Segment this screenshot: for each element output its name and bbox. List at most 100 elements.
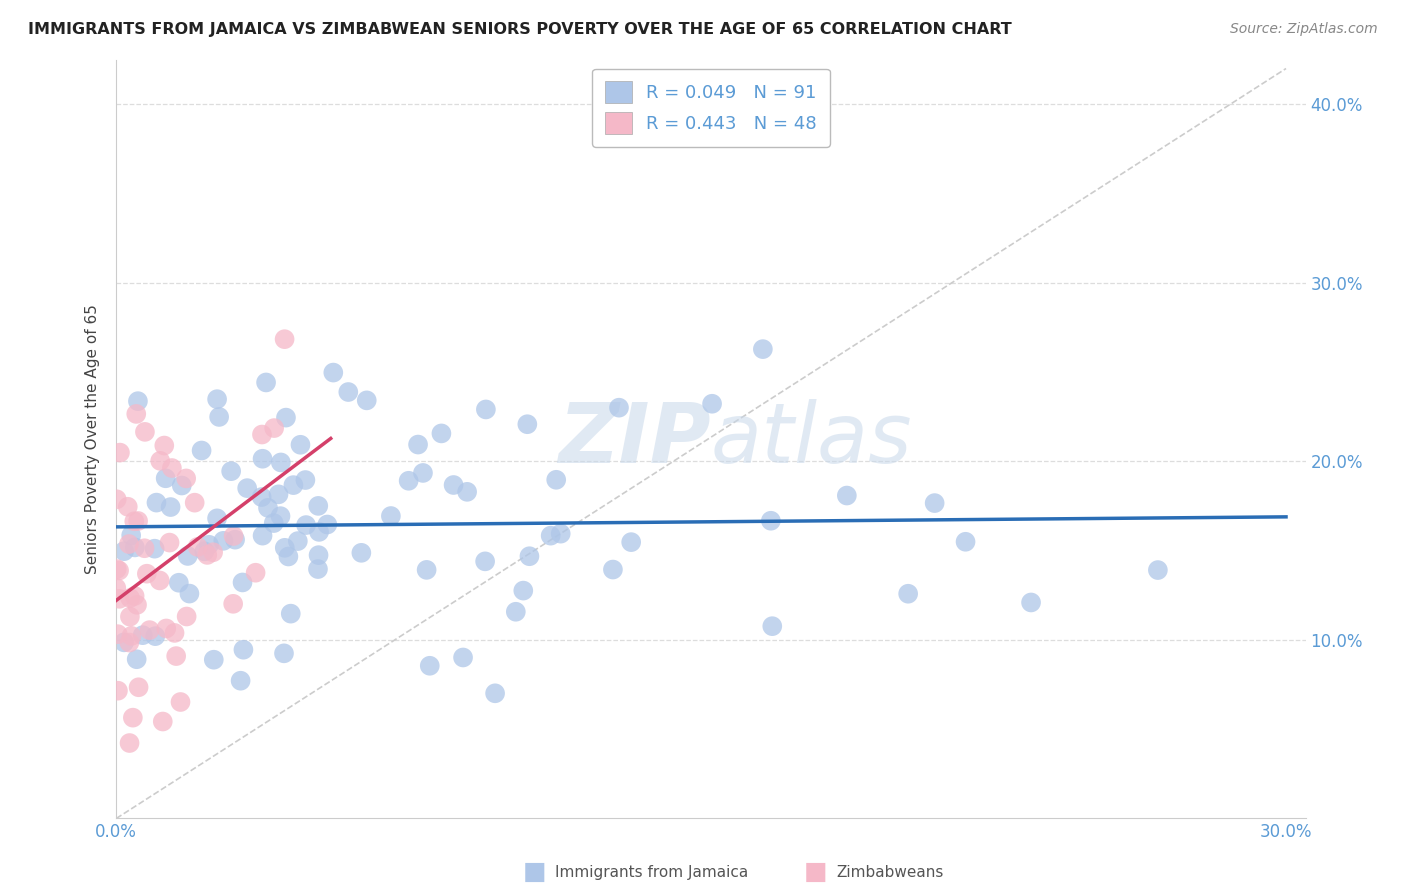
Point	[118, 736, 141, 750]
Point	[160, 461, 183, 475]
Point	[174, 471, 197, 485]
Point	[897, 587, 920, 601]
Point	[125, 598, 148, 612]
Point	[124, 541, 146, 555]
Point	[138, 623, 160, 637]
Point	[270, 455, 292, 469]
Text: Zimbabweans: Zimbabweans	[837, 865, 943, 880]
Point	[149, 454, 172, 468]
Point	[128, 680, 150, 694]
Text: Source: ZipAtlas.com: Source: ZipAtlas.com	[1230, 22, 1378, 37]
Point	[257, 500, 280, 515]
Point	[350, 546, 373, 560]
Point	[700, 397, 723, 411]
Point	[456, 484, 478, 499]
Point	[118, 537, 141, 551]
Point	[176, 609, 198, 624]
Point	[124, 589, 146, 603]
Point	[337, 384, 360, 399]
Point	[273, 332, 295, 346]
Point	[412, 466, 434, 480]
Point	[127, 394, 149, 409]
Point	[198, 538, 221, 552]
Point	[274, 541, 297, 555]
Point	[550, 526, 572, 541]
Point	[250, 490, 273, 504]
Point	[125, 652, 148, 666]
Point	[229, 673, 252, 688]
Point	[752, 342, 775, 356]
Point	[118, 635, 141, 649]
Point	[519, 549, 541, 564]
Point	[955, 534, 977, 549]
Point	[208, 409, 231, 424]
Point	[273, 646, 295, 660]
Point	[134, 425, 156, 439]
Point	[761, 619, 783, 633]
Point	[287, 534, 309, 549]
Text: ■: ■	[804, 861, 827, 884]
Point	[759, 514, 782, 528]
Point	[155, 471, 177, 485]
Point	[316, 517, 339, 532]
Point	[153, 438, 176, 452]
Point	[294, 473, 316, 487]
Point	[167, 575, 190, 590]
Point	[245, 566, 267, 580]
Point	[307, 562, 329, 576]
Point	[120, 591, 142, 605]
Point	[134, 541, 156, 556]
Point	[263, 516, 285, 530]
Point	[254, 376, 277, 390]
Point	[283, 478, 305, 492]
Point	[430, 426, 453, 441]
Point	[159, 500, 181, 514]
Point	[112, 544, 135, 558]
Point	[159, 535, 181, 549]
Point	[170, 478, 193, 492]
Point	[512, 583, 534, 598]
Point	[143, 541, 166, 556]
Point	[267, 487, 290, 501]
Point	[274, 410, 297, 425]
Point	[620, 535, 643, 549]
Point	[131, 628, 153, 642]
Point	[152, 714, 174, 729]
Point	[169, 695, 191, 709]
Point	[607, 401, 630, 415]
Point	[195, 548, 218, 562]
Point	[419, 658, 441, 673]
Legend: R = 0.049   N = 91, R = 0.443   N = 48: R = 0.049 N = 91, R = 0.443 N = 48	[592, 69, 830, 147]
Point	[177, 549, 200, 563]
Point	[127, 514, 149, 528]
Point	[398, 474, 420, 488]
Point	[107, 627, 129, 641]
Point	[112, 635, 135, 649]
Point	[212, 533, 235, 548]
Point	[1019, 595, 1042, 609]
Text: Immigrants from Jamaica: Immigrants from Jamaica	[555, 865, 748, 880]
Point	[190, 443, 212, 458]
Point	[165, 649, 187, 664]
Point	[108, 445, 131, 459]
Point	[474, 554, 496, 568]
Point	[252, 528, 274, 542]
Point	[118, 609, 141, 624]
Point	[145, 495, 167, 509]
Point	[121, 711, 143, 725]
Point	[202, 653, 225, 667]
Point	[380, 508, 402, 523]
Point	[222, 597, 245, 611]
Point	[505, 605, 527, 619]
Point	[105, 492, 128, 507]
Point	[193, 544, 215, 558]
Point	[451, 650, 474, 665]
Point	[270, 509, 292, 524]
Point	[295, 518, 318, 533]
Point	[219, 464, 242, 478]
Point	[108, 564, 131, 578]
Point	[120, 629, 142, 643]
Text: ■: ■	[523, 861, 546, 884]
Point	[280, 607, 302, 621]
Point	[155, 622, 177, 636]
